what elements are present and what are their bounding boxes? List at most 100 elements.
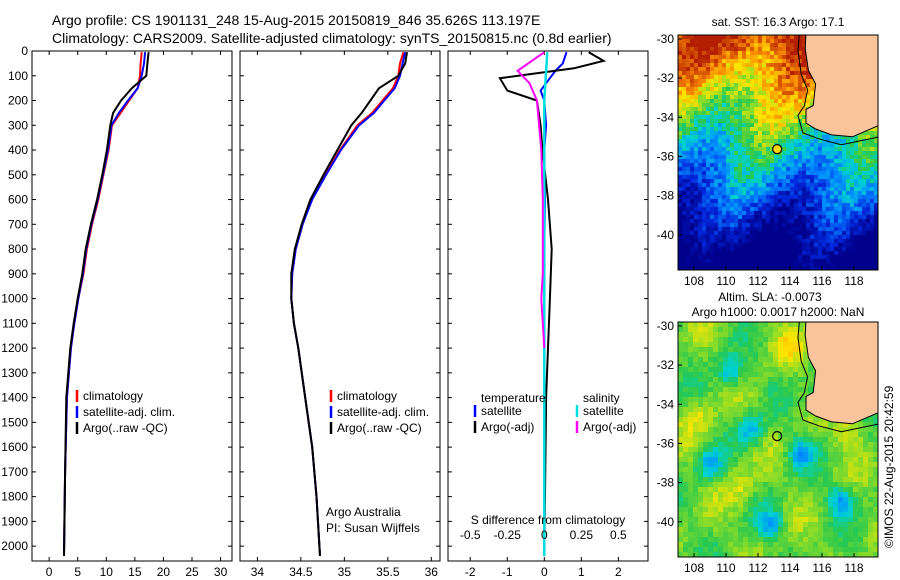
field-cell [788, 352, 793, 357]
field-cell [718, 95, 722, 99]
field-cell [766, 87, 770, 91]
field-cell [706, 239, 710, 243]
field-cell [722, 35, 726, 39]
field-cell [738, 167, 742, 171]
field-cell [863, 457, 868, 462]
field-cell [742, 115, 746, 119]
field-cell [738, 263, 742, 267]
field-cell [866, 207, 870, 211]
field-cell [750, 99, 754, 103]
field-cell [768, 482, 773, 487]
field-cell [848, 467, 853, 472]
field-cell [778, 263, 782, 267]
field-cell [702, 139, 706, 143]
field-cell [758, 95, 762, 99]
field-cell [688, 382, 693, 387]
field-cell [738, 43, 742, 47]
field-cell [846, 175, 850, 179]
field-cell [686, 183, 690, 187]
field-cell [822, 199, 826, 203]
field-cell [718, 79, 722, 83]
field-cell [722, 119, 726, 123]
field-cell [770, 99, 774, 103]
field-cell [678, 507, 683, 512]
field-cell [682, 223, 686, 227]
field-cell [870, 183, 874, 187]
field-cell [806, 255, 810, 259]
field-cell [694, 175, 698, 179]
field-cell [694, 195, 698, 199]
field-cell [683, 507, 688, 512]
field-cell [802, 119, 806, 123]
field-cell [768, 457, 773, 462]
field-cell [763, 342, 768, 347]
field-cell [798, 332, 803, 337]
field-cell [828, 482, 833, 487]
field-cell [798, 517, 803, 522]
field-cell [743, 412, 748, 417]
field-cell [826, 155, 830, 159]
field-cell [678, 482, 683, 487]
field-cell [758, 442, 763, 447]
field-cell [846, 203, 850, 207]
field-cell [854, 179, 858, 183]
field-cell [828, 457, 833, 462]
field-cell [703, 502, 708, 507]
field-cell [838, 437, 843, 442]
field-cell [766, 71, 770, 75]
field-cell [763, 392, 768, 397]
field-cell [730, 135, 734, 139]
field-cell [814, 255, 818, 259]
field-cell [678, 332, 683, 337]
field-cell [708, 387, 713, 392]
field-cell [826, 199, 830, 203]
field-cell [833, 507, 838, 512]
field-cell [794, 55, 798, 59]
field-cell [688, 427, 693, 432]
field-cell [694, 55, 698, 59]
field-cell [850, 239, 854, 243]
field-cell [723, 537, 728, 542]
field-cell [746, 111, 750, 115]
x-tick-label: 34 [251, 565, 265, 579]
field-cell [794, 75, 798, 79]
field-cell [810, 139, 814, 143]
field-cell [703, 357, 708, 362]
field-cell [846, 231, 850, 235]
field-cell [850, 183, 854, 187]
legend-panel-3: temperature salinitysatelliteArgo(-adj)sa… [473, 391, 636, 434]
field-cell [730, 239, 734, 243]
field-cell [818, 417, 823, 422]
field-cell [798, 71, 802, 75]
field-cell [774, 243, 778, 247]
field-cell [738, 452, 743, 457]
field-cell [698, 207, 702, 211]
field-cell [790, 255, 794, 259]
field-cell [873, 447, 878, 452]
field-cell [726, 159, 730, 163]
field-cell [690, 215, 694, 219]
field-cell [678, 151, 682, 155]
x-tick-label: 2 [615, 565, 622, 579]
field-cell [793, 332, 798, 337]
field-cell [733, 382, 738, 387]
field-cell [798, 442, 803, 447]
field-cell [766, 263, 770, 267]
field-cell [742, 223, 746, 227]
lat-tick-label: -32 [657, 71, 675, 85]
field-cell [826, 187, 830, 191]
field-cell [866, 183, 870, 187]
field-cell [762, 247, 766, 251]
field-cell [718, 99, 722, 103]
field-cell [726, 87, 730, 91]
field-cell [748, 517, 753, 522]
field-cell [770, 231, 774, 235]
field-cell [834, 203, 838, 207]
field-cell [818, 437, 823, 442]
field-cell [822, 267, 826, 270]
field-cell [778, 412, 783, 417]
field-cell [838, 502, 843, 507]
field-cell [746, 87, 750, 91]
field-cell [708, 322, 713, 327]
